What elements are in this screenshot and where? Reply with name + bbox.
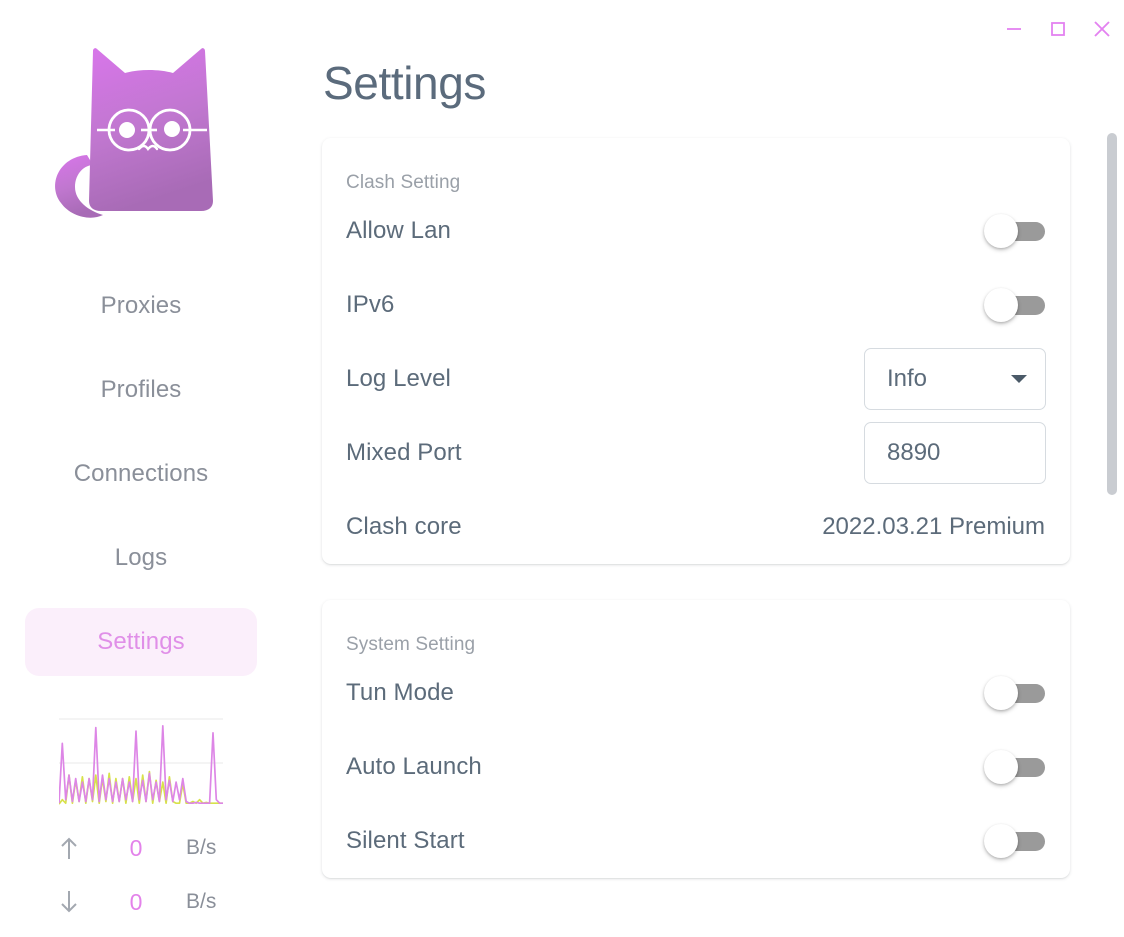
app-logo <box>41 20 241 230</box>
arrow-down-icon <box>46 889 92 915</box>
switch-thumb <box>984 288 1018 322</box>
ipv6-switch[interactable] <box>984 286 1046 324</box>
arrow-up-icon <box>46 835 92 861</box>
sidebar-item-profiles[interactable]: Profiles <box>25 356 257 424</box>
section-label-system-setting: System Setting <box>346 634 476 655</box>
upload-speed-value: 0 <box>129 834 143 861</box>
traffic-stats: 0 B/s 0 B/s <box>46 821 236 929</box>
minimize-button[interactable] <box>992 7 1036 51</box>
scrollbar-thumb[interactable] <box>1107 133 1117 495</box>
sidebar-item-connections[interactable]: Connections <box>25 440 257 508</box>
tun-mode-switch[interactable] <box>984 674 1046 712</box>
main-scrollbar[interactable] <box>1106 0 1118 937</box>
switch-thumb <box>984 750 1018 784</box>
row-log-level: Log Level Info <box>346 342 1046 416</box>
traffic-download-row: 0 B/s <box>46 875 236 929</box>
traffic-chart <box>59 711 223 807</box>
main-content: Settings Clash Setting Allow Lan IPv6 Lo… <box>282 0 1124 937</box>
row-label: Allow Lan <box>346 217 451 244</box>
log-level-select[interactable]: Info <box>864 348 1046 410</box>
switch-thumb <box>984 824 1018 858</box>
row-label: Log Level <box>346 365 451 392</box>
system-setting-card: System Setting Tun Mode Auto Launch Sile… <box>322 600 1070 878</box>
sidebar-item-label: Settings <box>97 628 185 655</box>
row-label: IPv6 <box>346 291 395 318</box>
clash-core-version: 2022.03.21 Premium <box>822 513 1045 540</box>
section-label-clash-setting: Clash Setting <box>346 172 461 193</box>
maximize-button[interactable] <box>1036 7 1080 51</box>
sidebar-item-settings[interactable]: Settings <box>25 608 257 676</box>
mixed-port-field[interactable] <box>864 422 1046 484</box>
row-auto-launch: Auto Launch <box>346 730 1046 804</box>
log-level-value: Info <box>887 365 928 392</box>
close-button[interactable] <box>1080 7 1124 51</box>
mixed-port-input[interactable] <box>887 439 1023 467</box>
row-tun-mode: Tun Mode <box>346 656 1046 730</box>
auto-launch-switch[interactable] <box>984 748 1046 786</box>
download-speed-value: 0 <box>129 888 143 915</box>
download-speed-unit: B/s <box>186 890 217 913</box>
row-label: Silent Start <box>346 827 465 854</box>
traffic-widget: 0 B/s 0 B/s <box>0 711 282 929</box>
sidebar-item-label: Connections <box>73 460 209 487</box>
silent-start-switch[interactable] <box>984 822 1046 860</box>
sidebar-item-label: Profiles <box>100 376 182 403</box>
row-label: Tun Mode <box>346 679 454 706</box>
sidebar-item-label: Proxies <box>100 292 182 319</box>
row-clash-core: Clash core 2022.03.21 Premium <box>346 490 1046 564</box>
chevron-down-icon <box>1011 375 1027 383</box>
traffic-upload-row: 0 B/s <box>46 821 236 875</box>
row-label: Mixed Port <box>346 439 462 466</box>
sidebar-nav: Proxies Profiles Connections Logs Settin… <box>0 272 282 692</box>
row-mixed-port: Mixed Port <box>346 416 1046 490</box>
sidebar-item-proxies[interactable]: Proxies <box>25 272 257 340</box>
window-controls <box>992 0 1124 58</box>
sidebar-item-logs[interactable]: Logs <box>25 524 257 592</box>
switch-thumb <box>984 214 1018 248</box>
allow-lan-switch[interactable] <box>984 212 1046 250</box>
sidebar: Proxies Profiles Connections Logs Settin… <box>0 0 282 937</box>
upload-speed-unit: B/s <box>186 836 217 859</box>
row-allow-lan: Allow Lan <box>346 194 1046 268</box>
clash-setting-card: Clash Setting Allow Lan IPv6 Log Level <box>322 138 1070 564</box>
row-ipv6: IPv6 <box>346 268 1046 342</box>
switch-thumb <box>984 676 1018 710</box>
row-label: Clash core <box>346 513 462 540</box>
row-label: Auto Launch <box>346 753 482 780</box>
row-silent-start: Silent Start <box>346 804 1046 878</box>
page-title: Settings <box>323 57 487 109</box>
sidebar-item-label: Logs <box>114 544 168 571</box>
